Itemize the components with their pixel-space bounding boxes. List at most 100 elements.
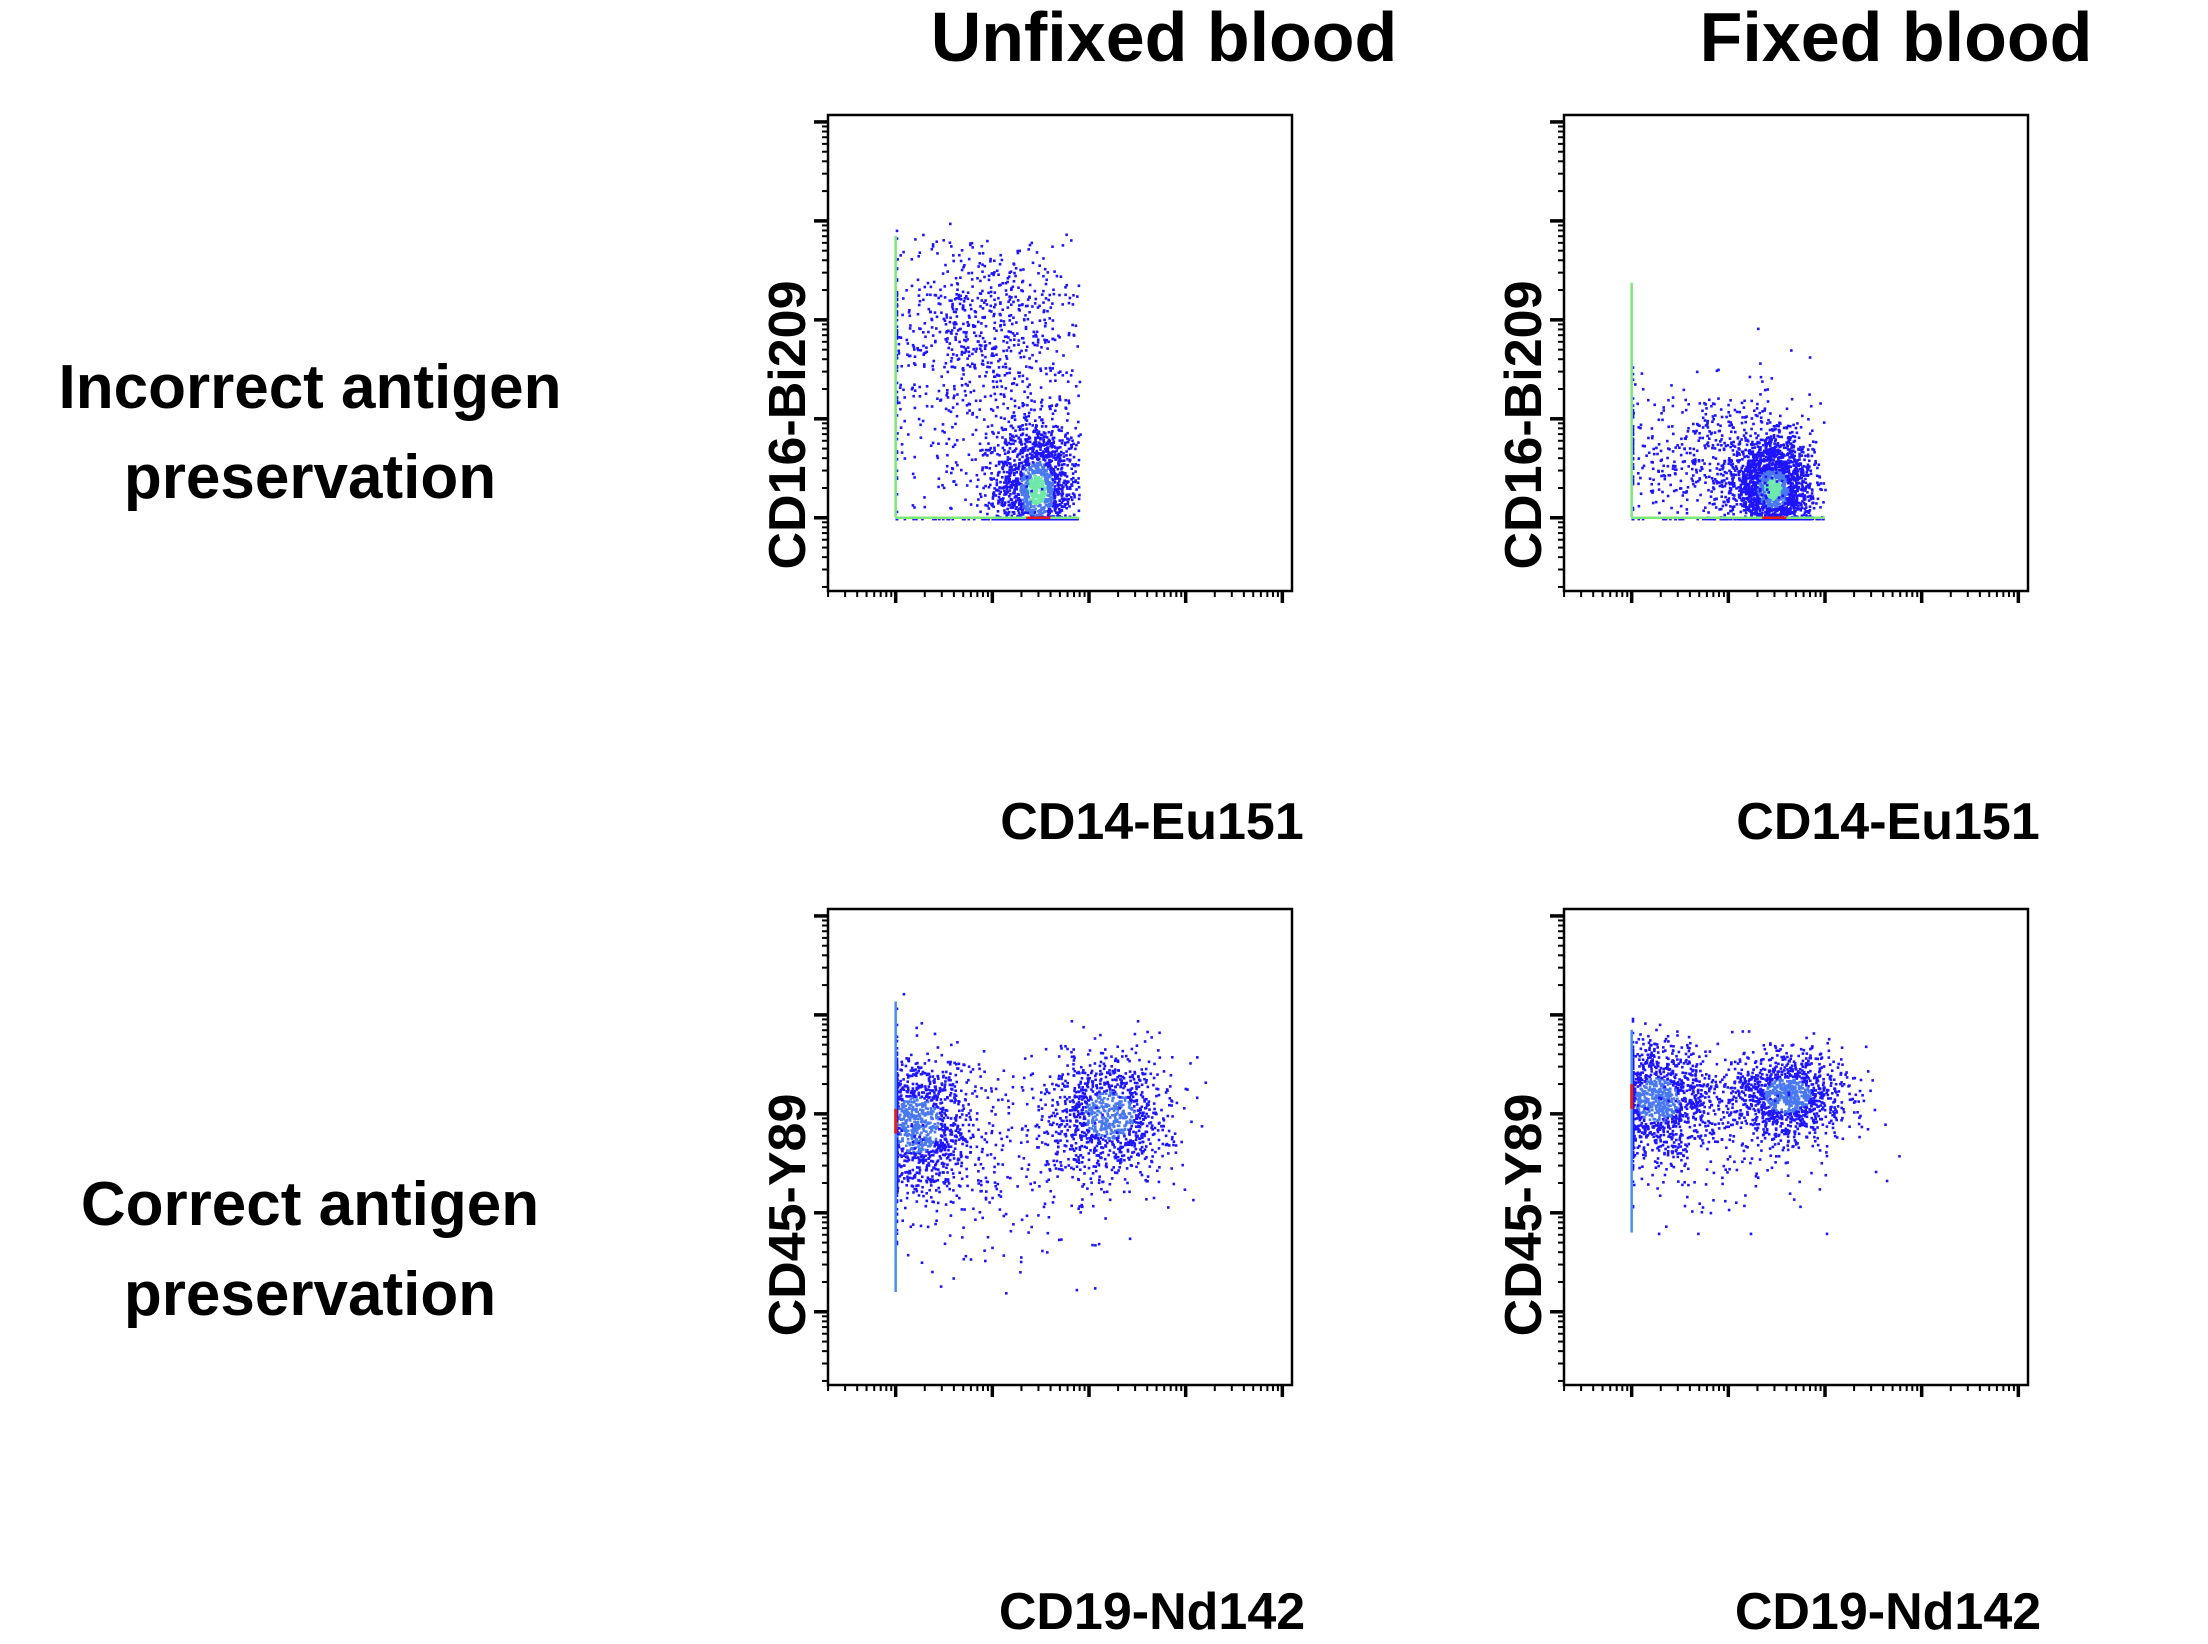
data-point [1811,495,1815,498]
data-point [1060,509,1064,512]
data-point [967,517,971,521]
data-point [1738,459,1741,462]
data-point [1047,488,1050,492]
data-point [1701,426,1705,429]
data-point [1758,493,1762,496]
data-point [895,337,899,340]
data-point [1775,475,1779,478]
data-point [944,323,948,326]
data-point [1794,490,1797,494]
data-point [1672,432,1675,436]
data-point [1075,443,1078,447]
data-point [1797,485,1801,489]
data-point [1755,468,1758,472]
data-point [1684,437,1687,441]
data-point [1773,514,1776,518]
data-point [1759,427,1763,431]
data-point [1790,446,1793,449]
data-point [1041,511,1045,515]
data-point [1776,497,1779,501]
data-point [1758,489,1762,493]
data-point [1036,454,1039,457]
data-point [1807,418,1810,421]
data-point [923,365,926,368]
data-point [948,299,952,302]
data-point [1711,444,1715,447]
data-point [1730,509,1733,513]
data-point [1001,486,1005,490]
data-point [1811,447,1814,451]
data-point [1003,374,1007,377]
data-point [1777,487,1780,490]
data-point [1740,438,1743,441]
data-point [1742,453,1745,456]
data-point [983,275,986,279]
data-point [945,316,949,319]
data-point [1040,487,1044,491]
data-point [1010,296,1013,299]
data-point [1000,502,1004,505]
data-point [950,283,953,287]
data-point [997,431,1000,434]
data-point [985,448,989,452]
data-point [1040,404,1044,408]
data-point [1760,506,1764,509]
data-point [974,334,978,338]
data-point [1764,514,1767,518]
data-point [1028,422,1031,426]
data-point [1046,271,1050,274]
data-point [1809,404,1813,408]
data-point [1017,511,1021,515]
data-point [987,507,991,510]
data-point [1711,402,1715,405]
data-point [1060,497,1064,500]
data-point [1005,354,1008,358]
data-point [895,414,899,417]
data-point [1777,428,1781,432]
data-point [1008,295,1011,298]
data-point [1781,454,1784,457]
data-point [952,480,955,483]
data-point [1764,479,1768,482]
data-point [1804,454,1807,458]
data-point [1793,435,1797,439]
data-point [1747,449,1751,453]
data-point [1785,510,1789,513]
data-point [903,396,906,399]
data-point [1759,362,1762,365]
data-point [999,490,1002,494]
data-point [1060,450,1063,454]
data-point [1011,322,1014,326]
data-point [1712,481,1715,485]
data-point [1028,310,1031,314]
data-point [1052,504,1056,507]
data-point [1011,506,1015,509]
data-point [1000,426,1004,430]
data-point [1012,492,1015,495]
data-point [1738,496,1742,500]
data-point [1043,267,1047,271]
data-point [1040,517,1043,521]
data-point [1033,451,1036,455]
data-point [1051,473,1054,477]
data-point [1029,499,1032,503]
data-point [1685,508,1689,511]
data-point [994,414,998,418]
data-point [1028,243,1032,247]
data-point [1808,482,1812,486]
data-point [964,347,967,351]
data-point [1774,476,1778,480]
data-point [1769,440,1773,443]
data-point [1051,417,1054,421]
data-point [1792,484,1796,488]
data-point [952,254,955,257]
data-point [1012,501,1016,505]
data-point [1774,438,1778,441]
data-point [966,357,969,360]
data-point [1048,505,1051,508]
data-point [1741,496,1745,500]
data-point [1742,490,1745,494]
data-point [1058,452,1061,456]
data-point [1021,447,1024,450]
data-point [1054,458,1057,461]
